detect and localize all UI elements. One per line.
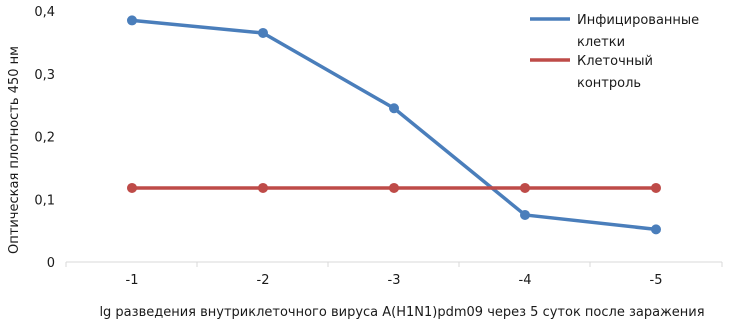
series-layer — [127, 15, 661, 235]
legend-item: Инфицированные клетки — [530, 13, 699, 50]
x-tick-label: -4 — [519, 273, 532, 288]
data-point — [389, 182, 399, 193]
x-tick-label: -5 — [650, 273, 663, 288]
x-tick-label: -2 — [257, 273, 270, 288]
y-tick-label: 0,1 — [34, 193, 55, 208]
series-1 — [127, 15, 661, 235]
y-tick-label: 0,4 — [34, 5, 55, 20]
data-point — [520, 182, 530, 193]
x-tick-label: -3 — [388, 273, 401, 288]
data-point — [258, 27, 268, 38]
legend-label: Клеточный — [577, 54, 653, 69]
series-2 — [127, 182, 661, 193]
y-axis-ticks: 0 0,1 0,2 0,3 0,4 — [34, 5, 55, 271]
data-point — [651, 224, 661, 235]
y-tick-label: 0,2 — [34, 131, 55, 146]
data-point — [520, 209, 530, 220]
y-tick-label: 0,3 — [34, 68, 55, 83]
x-axis-ticks: -1 -2 -3 -4 -5 — [65, 262, 723, 288]
y-axis-label: Оптическая плотность 450 нм — [7, 46, 22, 254]
data-point — [389, 103, 399, 114]
legend-label: контроль — [577, 76, 641, 91]
series-line — [131, 18, 657, 232]
x-tick-label: -1 — [126, 273, 139, 288]
data-point — [127, 15, 137, 26]
x-axis-label: lg разведения внутриклеточного вируса A(… — [99, 305, 704, 320]
legend-label: клетки — [577, 35, 625, 50]
data-point — [127, 182, 137, 193]
data-point — [258, 182, 268, 193]
legend-item: Клеточный контроль — [530, 54, 653, 91]
legend-label: Инфицированные — [577, 13, 699, 28]
y-tick-label: 0 — [47, 256, 55, 271]
legend: Инфицированные клетки Клеточный контроль — [530, 13, 699, 91]
data-point — [651, 182, 661, 193]
